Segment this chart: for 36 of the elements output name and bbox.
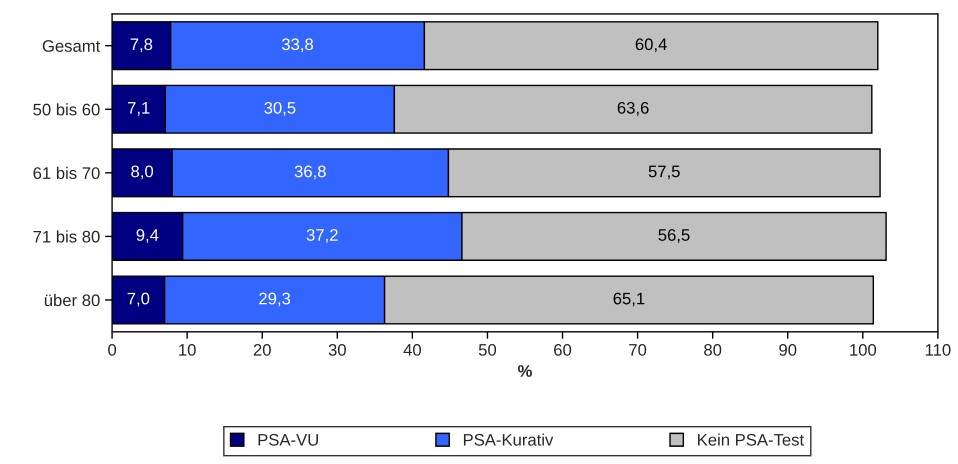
data-label: 37,2 [306, 229, 338, 243]
x-tick-label: 40 [403, 344, 421, 356]
x-tick-label: 0 [108, 344, 116, 356]
legend-label: PSA-Kurativ [464, 433, 554, 446]
x-tick-label: 80 [704, 344, 722, 356]
x-tick-label: 30 [328, 344, 346, 356]
data-label: 60,4 [636, 38, 667, 52]
x-tick-label: 110 [926, 344, 951, 356]
data-label: 36,8 [294, 166, 326, 180]
x-tick-label: 10 [179, 344, 196, 356]
data-label: 7,0 [128, 292, 150, 306]
x-tick-label: 20 [254, 344, 271, 356]
x-tick-label: 100 [850, 344, 876, 356]
data-label: 56,5 [658, 229, 690, 243]
x-tick-label: 90 [779, 344, 796, 356]
legend-label: PSA-VU [258, 434, 318, 446]
data-label: 9,4 [136, 229, 158, 243]
x-tick-label: 60 [554, 344, 572, 356]
data-label: 57,5 [648, 166, 680, 180]
data-label: 65,1 [614, 292, 644, 306]
data-label: 30,5 [264, 102, 296, 116]
x-axis-title: % [518, 365, 532, 377]
y-tick-label: 50 bis 60 [33, 103, 100, 116]
y-tick-label: 71 bis 80 [33, 230, 100, 243]
data-label: 7,8 [130, 38, 152, 52]
x-tick-label: 70 [629, 344, 646, 356]
data-label: 29,3 [259, 292, 290, 306]
data-label: 63,6 [618, 102, 649, 116]
x-tick-label: 50 [478, 344, 496, 356]
data-label: 7,1 [128, 102, 150, 116]
y-tick-label: Gesamt [42, 40, 100, 52]
data-label: 8,0 [131, 166, 154, 180]
y-tick-label: über 80 [44, 294, 100, 306]
y-tick-label: 61 bis 70 [33, 166, 100, 180]
data-label: 33,8 [282, 38, 314, 52]
legend-label: Kein PSA-Test [698, 433, 804, 446]
